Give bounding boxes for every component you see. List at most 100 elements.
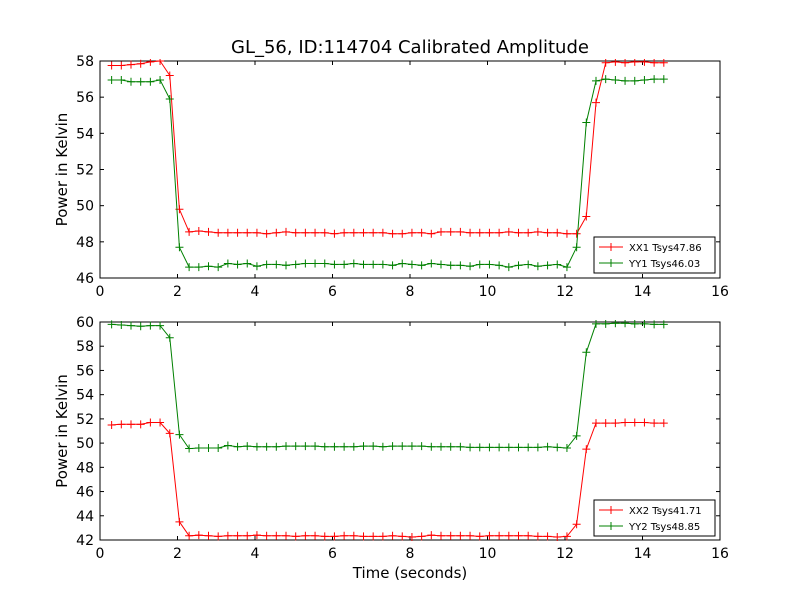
data-point xyxy=(214,228,223,237)
data-point xyxy=(136,77,145,86)
data-point xyxy=(175,430,184,439)
y-tick-label: 58 xyxy=(76,339,94,355)
data-point xyxy=(553,443,562,452)
data-point xyxy=(165,333,174,342)
data-point xyxy=(524,531,533,540)
data-point xyxy=(349,442,358,451)
data-point xyxy=(562,443,571,452)
data-point xyxy=(475,260,484,269)
data-point xyxy=(592,419,600,428)
data-point xyxy=(340,228,349,237)
x-tick-label: 4 xyxy=(251,546,260,562)
y-tick-label: 50 xyxy=(76,199,94,215)
legend-0: XX1 Tsys47.86 YY1 Tsys46.03 xyxy=(593,236,716,274)
data-point xyxy=(301,442,310,451)
legend-1: XX2 Tsys41.71 YY2 Tsys48.85 xyxy=(593,499,716,537)
x-tick-label: 8 xyxy=(406,284,415,300)
data-point xyxy=(650,75,659,84)
data-point xyxy=(262,442,271,451)
data-point xyxy=(311,442,320,451)
data-point xyxy=(175,243,184,252)
y-tick-label: 48 xyxy=(76,460,94,476)
data-point xyxy=(611,59,620,66)
data-point xyxy=(407,532,416,541)
data-point xyxy=(156,321,165,330)
series-line xyxy=(111,60,664,235)
data-point xyxy=(407,442,416,451)
data-point xyxy=(330,229,339,238)
x-tick-label: 6 xyxy=(328,546,337,562)
data-point xyxy=(524,228,533,237)
series-line xyxy=(111,422,664,538)
legend-entry: YY1 Tsys46.03 xyxy=(628,259,700,270)
data-point xyxy=(359,442,368,451)
data-point xyxy=(349,531,358,540)
x-tick-label: 0 xyxy=(96,546,105,562)
data-point xyxy=(446,531,455,540)
data-point xyxy=(456,227,465,236)
data-point xyxy=(466,228,475,237)
data-point xyxy=(243,259,252,268)
data-point xyxy=(204,262,213,271)
x-tick-label: 10 xyxy=(479,284,497,300)
data-point xyxy=(272,260,281,269)
data-point xyxy=(456,531,465,540)
data-point xyxy=(243,442,252,451)
data-point xyxy=(214,263,223,272)
data-point xyxy=(146,321,155,330)
data-point xyxy=(543,442,552,451)
data-point xyxy=(185,531,194,540)
data-point xyxy=(204,531,213,540)
data-point xyxy=(601,59,610,67)
data-point xyxy=(466,531,475,540)
data-point xyxy=(214,443,223,452)
data-point xyxy=(301,228,310,237)
legend-marker xyxy=(607,259,615,267)
data-point xyxy=(504,443,513,452)
data-point xyxy=(533,443,542,452)
data-point xyxy=(437,260,445,269)
legend-entry: XX2 Tsys41.71 xyxy=(629,506,702,517)
series-1-1 xyxy=(107,320,668,453)
data-point xyxy=(640,75,649,84)
series-1-0 xyxy=(107,418,668,541)
data-point xyxy=(156,418,165,427)
x-tick-label: 16 xyxy=(711,284,729,300)
data-point xyxy=(340,442,349,451)
data-point xyxy=(475,532,484,541)
series-line xyxy=(111,322,664,450)
data-point xyxy=(349,259,358,268)
data-point xyxy=(243,531,252,540)
data-point xyxy=(398,229,407,238)
data-point xyxy=(621,76,630,85)
data-point xyxy=(427,442,436,451)
data-point xyxy=(437,442,445,451)
data-point xyxy=(398,442,407,451)
data-point xyxy=(301,259,310,268)
data-point xyxy=(223,441,232,450)
data-point xyxy=(359,260,368,269)
data-point xyxy=(233,228,242,237)
data-point xyxy=(388,261,397,270)
x-tick-label: 2 xyxy=(173,546,182,562)
data-point xyxy=(359,532,368,541)
x-tick-label: 8 xyxy=(406,546,415,562)
data-point xyxy=(127,77,135,86)
data-point xyxy=(553,260,562,269)
data-point xyxy=(282,531,290,540)
y-tick-label: 48 xyxy=(76,235,94,251)
data-point xyxy=(107,75,116,84)
series-0-0 xyxy=(107,59,668,238)
data-point xyxy=(223,228,232,237)
data-point xyxy=(485,228,494,237)
data-point xyxy=(485,260,494,269)
data-point xyxy=(456,261,465,270)
y-axis-title: Power in Kelvin xyxy=(53,374,71,488)
data-point xyxy=(204,227,213,236)
data-point xyxy=(127,60,135,69)
data-point xyxy=(533,532,542,541)
data-point xyxy=(252,442,261,451)
data-point xyxy=(543,261,552,270)
data-point xyxy=(398,259,407,268)
